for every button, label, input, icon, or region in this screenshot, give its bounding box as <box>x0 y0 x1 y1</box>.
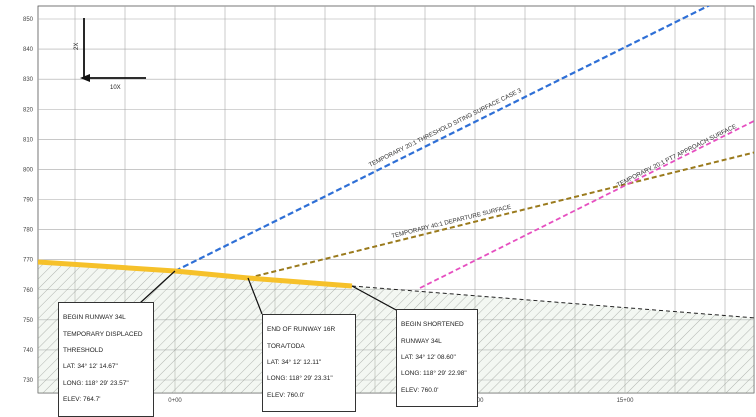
callout-line: ELEV: 760.0' <box>401 386 439 394</box>
vertical-scale-label: 2X <box>74 43 80 50</box>
callout-line: TEMPORARY DISPLACED <box>63 330 143 338</box>
approach-surface-line <box>419 119 754 289</box>
station-tick-label: 15+00 <box>617 398 635 404</box>
elevation-tick-label: 740 <box>23 348 34 354</box>
departure-surface-line <box>247 151 754 279</box>
callout-line: ELEV: 764.7' <box>63 396 101 404</box>
callout-line: RUNWAY 34L <box>401 337 442 345</box>
callout-leaders <box>139 270 399 315</box>
existing-surface-line <box>351 285 754 319</box>
elevation-tick-label: 780 <box>23 228 34 234</box>
elevation-tick-label: 810 <box>23 137 34 143</box>
callout-line: BEGIN SHORTENED <box>401 321 464 329</box>
callout-line: LAT: 34° 12' 08.60" <box>401 354 456 362</box>
callout-line: LONG: 118° 29' 22.98" <box>401 370 467 378</box>
runway-profile <box>38 259 353 289</box>
elevation-tick-label: 770 <box>23 258 34 264</box>
elevation-tick-label: 840 <box>23 47 34 53</box>
callout-line: TORA/TODA <box>267 342 305 350</box>
scale-arrow: 2X 10X <box>74 18 146 91</box>
elevation-tick-label: 760 <box>23 288 34 294</box>
callout-line: END OF RUNWAY 16R <box>267 326 336 334</box>
callout-line: LAT: 34° 12' 12.11" <box>267 359 322 367</box>
elevation-axis-labels: 730 740 750 760 770 780 790 800 810 820 830 840 850 <box>23 17 34 384</box>
callout-line: BEGIN RUNWAY 34L <box>63 314 126 322</box>
callout-line: LONG: 118° 29' 23.57" <box>63 379 129 387</box>
callout-begin-shortened-runway: BEGIN SHORTENED RUNWAY 34L LAT: 34° 12' … <box>396 309 478 408</box>
callout-begin-temporary-threshold: BEGIN RUNWAY 34L TEMPORARY DISPLACED THR… <box>58 302 154 417</box>
runway-profile-diagram: TEMPORARY 20:1 THRESHOLD SITING SURFACE … <box>22 5 755 417</box>
callout-line: ELEV: 760.0' <box>267 391 305 399</box>
callout-line: THRESHOLD <box>63 347 104 355</box>
elevation-tick-label: 820 <box>23 107 34 113</box>
callout-line: LONG: 118° 29' 23.31" <box>267 375 333 383</box>
profile-drawing: TEMPORARY 20:1 THRESHOLD SITING SURFACE … <box>23 5 755 404</box>
elevation-tick-label: 730 <box>23 378 34 384</box>
threshold-siting-surface-line <box>174 6 711 272</box>
elevation-tick-label: 790 <box>23 198 34 204</box>
elevation-tick-label: 750 <box>23 318 34 324</box>
callout-line: LAT: 34° 12' 14.67" <box>63 363 118 371</box>
elevation-tick-label: 830 <box>23 77 34 83</box>
station-tick-label: 0+00 <box>168 398 182 404</box>
horizontal-scale-label: 10X <box>110 85 121 91</box>
elevation-tick-label: 800 <box>23 167 34 173</box>
callout-end-of-runway: END OF RUNWAY 16R TORA/TODA LAT: 34° 12'… <box>262 314 356 413</box>
elevation-tick-label: 850 <box>23 17 34 23</box>
